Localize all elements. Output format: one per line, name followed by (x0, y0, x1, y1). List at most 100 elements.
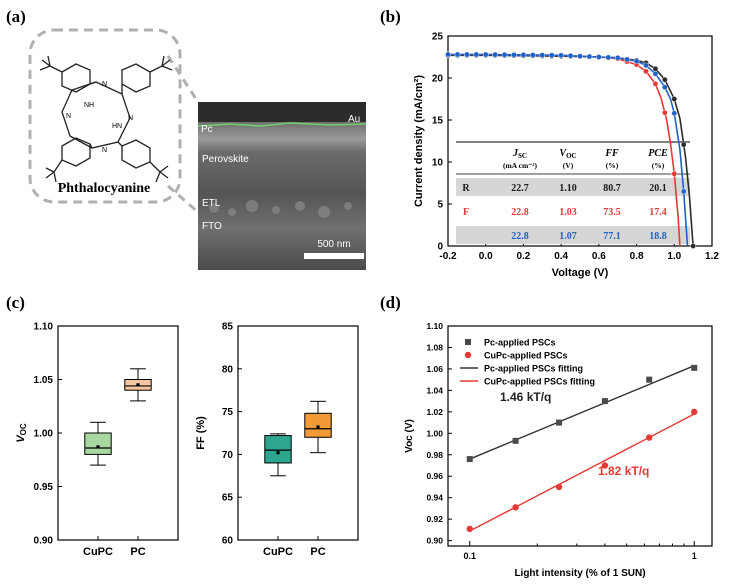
light-point-circle (645, 434, 653, 441)
box-axes-frame (57, 325, 179, 541)
jv-point (577, 53, 583, 59)
jv-point (464, 51, 470, 58)
molecule-panel: NH HN N N N N Phthalocyanine (28, 28, 200, 214)
box-mean-marker (96, 445, 100, 449)
jv-point (473, 51, 480, 58)
light-ytick-label: 1.10 (426, 321, 443, 331)
jv-table-header: PCE (648, 148, 668, 159)
light-ytick-label: 0.94 (426, 493, 443, 503)
light-point-square (466, 456, 473, 463)
jv-point (643, 68, 649, 75)
zoom-line-bottom (167, 184, 199, 214)
jv-table-row-bg (456, 178, 690, 196)
jv-table-row-label: F (463, 207, 469, 218)
box-ytick-label: 75 (222, 407, 234, 418)
jv-point (548, 52, 555, 59)
jv-table-unit: (mA cm⁻²) (503, 161, 537, 170)
light-xtick-label: 1 (692, 551, 697, 561)
box-body (304, 412, 332, 438)
light-xlabel: Light intensity (% of 1 SUN) (514, 568, 645, 579)
atom-nh: NH (84, 102, 94, 109)
jv-table-header: VOC (559, 148, 576, 160)
box-category-label: PC (130, 546, 145, 558)
jv-table-cell: 1.10 (559, 183, 577, 194)
atom-hn: HN (112, 123, 122, 130)
jv-ytick-label: 15 (432, 116, 444, 127)
box-ylabel: FF (%) (195, 416, 207, 450)
box-ytick-label: 1.05 (34, 375, 54, 386)
jv-ytick-label: 10 (432, 158, 444, 169)
jv-point (511, 51, 517, 58)
jv-table-cell: 73.5 (603, 207, 621, 218)
jv-table-cell: 1.07 (559, 231, 577, 242)
light-ytick-label: 0.92 (426, 514, 443, 524)
light-point-circle (691, 408, 698, 416)
scale-bar-label: 500 nm (317, 239, 350, 250)
jv-ytick-label: 0 (437, 242, 443, 253)
box-ytick-label: 70 (222, 450, 234, 461)
sem-label-fto: FTO (202, 221, 222, 232)
atom-n-top: N (102, 81, 107, 88)
jv-table-cell: 80.7 (603, 183, 621, 194)
light-point-square (691, 364, 698, 371)
scale-bar (304, 253, 364, 259)
light-ytick-label: 0.96 (426, 471, 443, 481)
jv-ytick-label: 25 (432, 32, 444, 43)
light-ytick-label: 1.02 (426, 407, 443, 417)
sem-top-dark (198, 102, 366, 122)
etl-grains (209, 200, 352, 218)
box-ytick-label: 80 (222, 364, 234, 375)
light-legend-marker-circle (464, 351, 472, 359)
jv-xtick-label: 0.2 (516, 251, 530, 262)
box-category-label: CuPC (263, 546, 293, 558)
zoom-line-top (166, 55, 200, 103)
box-ytick-label: 1.10 (34, 322, 54, 333)
jv-point (558, 52, 564, 59)
box-ytick-label: 0.90 (34, 536, 54, 547)
molecule-frame (28, 28, 182, 204)
jv-table-cell: 77.1 (603, 231, 621, 242)
light-point-circle (555, 483, 563, 491)
light-legend-label: CuPc-applied PSCs (484, 351, 568, 361)
light-point-circle (601, 462, 609, 469)
panel-label-b: (b) (380, 7, 401, 26)
jv-point (680, 141, 687, 148)
jv-point (445, 51, 451, 58)
light-ylabel: Voc (V) (404, 419, 415, 453)
jv-point (530, 52, 536, 58)
light-ytick-label: 1.00 (426, 428, 443, 438)
jv-xtick-label: 1.2 (705, 251, 719, 262)
jv-table-cell: 22.8 (511, 207, 529, 218)
voc-box-chart: 0.90 0.95 1.00 1.05 1.10 CuPC PC VOC (15, 322, 179, 558)
jv-ytick-label: 5 (437, 200, 443, 211)
jv-table-cell: 20.1 (649, 183, 667, 194)
atom-n-right: N (128, 115, 133, 122)
light-legend-label: Pc-applied PSCs fitting (484, 364, 583, 374)
jv-point (690, 243, 696, 249)
light-point-square (601, 398, 608, 405)
molecule-name: Phthalocyanine (58, 181, 151, 196)
box-ytick-label: 60 (222, 536, 234, 547)
molecule-structure (39, 55, 173, 183)
light-point-square (556, 419, 563, 426)
jv-table-cell: 1.03 (559, 207, 577, 218)
jv-point (671, 110, 678, 117)
light-annotation: 1.82 kT/q (598, 464, 649, 478)
panel-label-a: (a) (6, 7, 26, 26)
box-ytick-label: 85 (222, 322, 234, 333)
box-axes-frame (237, 325, 359, 541)
sem-background (198, 102, 366, 270)
jv-point (482, 51, 489, 58)
light-ytick-label: 1.04 (426, 385, 443, 395)
jv-ytick-label: 20 (432, 74, 444, 85)
jv-table-cell: 22.8 (511, 231, 529, 242)
jv-xtick-label: 0.8 (630, 251, 644, 262)
jv-point (454, 51, 461, 58)
box-mean-marker (276, 451, 280, 455)
jv-point (680, 188, 687, 195)
jv-point (614, 55, 621, 61)
jv-point (652, 71, 659, 77)
jv-ylabel: Current density (mA/cm²) (413, 75, 425, 207)
light-ytick-label: 0.90 (426, 536, 443, 546)
jv-table-cell: 18.8 (649, 231, 667, 242)
